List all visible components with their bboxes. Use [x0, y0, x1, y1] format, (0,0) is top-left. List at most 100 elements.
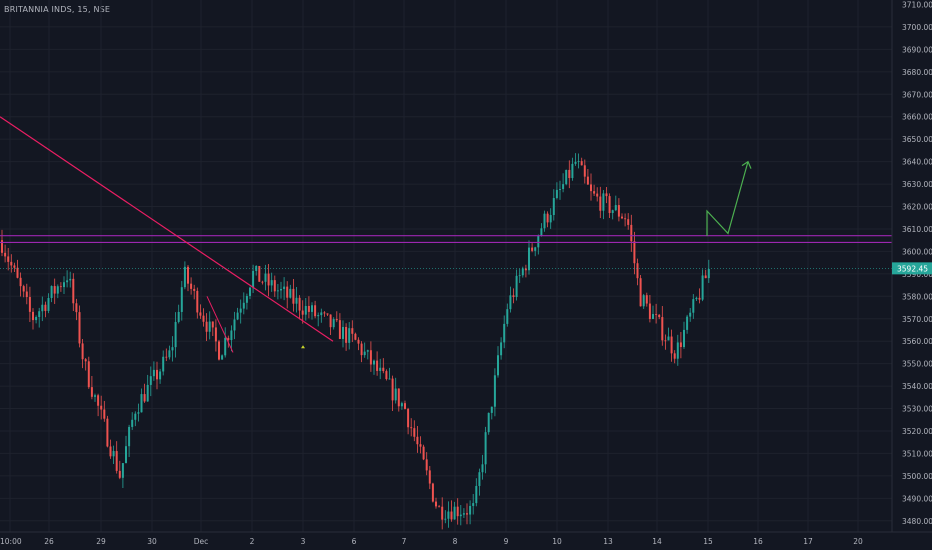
candle-body	[146, 384, 149, 402]
candle-body	[149, 376, 152, 385]
y-tick-label: 3650.00	[902, 135, 932, 144]
candle-body	[338, 320, 341, 339]
candle-body	[664, 340, 667, 342]
candle-body	[512, 295, 515, 298]
candle-body	[546, 213, 549, 223]
x-tick-label: 29	[96, 537, 106, 546]
candle-body	[342, 326, 344, 339]
candle-body	[289, 288, 292, 298]
candle-body	[38, 311, 41, 318]
candle-body	[667, 336, 670, 341]
candle-body	[4, 252, 7, 257]
candle-body	[63, 282, 65, 288]
candle-body	[162, 356, 165, 372]
candle-body	[559, 189, 561, 190]
candle-body	[307, 305, 310, 312]
candle-body	[329, 314, 332, 328]
candle-body	[407, 408, 410, 428]
candle-body	[695, 297, 698, 300]
candle-body	[41, 304, 44, 312]
candle-body	[537, 235, 540, 248]
candle-body	[323, 312, 326, 314]
y-tick-label: 3600.00	[902, 247, 932, 256]
candle-body	[78, 312, 81, 344]
candle-body	[221, 355, 224, 360]
candle-body	[540, 228, 543, 236]
candle-body	[16, 267, 19, 278]
candle-body	[112, 451, 115, 457]
candle-body	[109, 446, 112, 457]
candle-body	[345, 326, 348, 343]
y-tick-label: 3570.00	[902, 315, 932, 324]
wedge-line[interactable]	[206, 296, 234, 353]
candle-body	[211, 321, 214, 328]
candle-body	[47, 297, 50, 311]
candle-body	[190, 283, 193, 289]
candle-body	[140, 394, 143, 413]
candle-body	[7, 256, 10, 262]
candle-body	[22, 286, 25, 292]
candle-body	[264, 273, 267, 282]
candle-body	[431, 483, 434, 502]
candle-body	[171, 347, 174, 351]
candle-body	[187, 266, 189, 284]
candle-body	[497, 355, 499, 376]
trend-line[interactable]	[0, 116, 334, 342]
candle-body	[385, 371, 388, 380]
candle-body	[673, 353, 676, 359]
x-tick-label: 7	[402, 537, 407, 546]
time-axis[interactable]: 10:00 26 29 30 Dec 2 3 6 7 8 9 10 13 14 15 16 17 20	[0, 531, 932, 550]
candle-body	[624, 218, 627, 220]
candle-body	[704, 275, 707, 279]
candle-body	[258, 265, 261, 282]
candle-body	[369, 350, 372, 365]
candle-body	[196, 290, 199, 313]
y-tick-label: 3640.00	[902, 158, 932, 167]
price-axis[interactable]: 3480.00 3490.00 3500.00 3510.00 3520.00 3530.…	[891, 0, 932, 550]
y-tick-label: 3710.00	[902, 0, 932, 9]
candle-body	[524, 268, 527, 271]
exchange: NSE	[93, 5, 111, 14]
y-tick-label: 3630.00	[902, 180, 932, 189]
candle-body	[586, 176, 589, 185]
projection-arrow[interactable]	[706, 161, 749, 237]
candle-body	[528, 247, 530, 271]
candle-body	[596, 193, 599, 197]
candle-body	[227, 337, 230, 341]
candle-body	[686, 316, 689, 330]
candle-body	[503, 323, 506, 343]
candle-body	[661, 317, 664, 341]
candle-body	[165, 356, 168, 358]
candle-body	[214, 327, 217, 342]
x-tick-label: 26	[44, 537, 54, 546]
candle-body	[357, 339, 360, 344]
candle-body	[481, 464, 484, 473]
candle-body	[56, 286, 59, 294]
candle-body	[459, 514, 462, 517]
chart-title: BRITANNIA INDS, 15, NSE	[4, 5, 111, 14]
candle-body	[549, 215, 552, 223]
candle-body	[562, 184, 565, 190]
y-tick-label: 3560.00	[902, 337, 932, 346]
candle-body	[506, 309, 509, 324]
candle-body	[447, 511, 450, 519]
candle-body	[314, 305, 317, 317]
candle-body	[707, 269, 710, 279]
candle-body	[224, 337, 227, 356]
candle-body	[72, 278, 75, 304]
candle-body	[670, 336, 673, 354]
candle-body	[236, 312, 239, 320]
candle-body	[53, 286, 56, 294]
candle-body	[100, 405, 103, 410]
candle-body	[311, 305, 313, 312]
y-tick-label: 3480.00	[902, 517, 932, 526]
candle-body	[301, 310, 304, 315]
candle-body	[59, 286, 62, 288]
candle-body	[10, 261, 13, 266]
candle-body	[679, 342, 682, 348]
candle-body	[391, 378, 394, 401]
y-tick-label: 3580.00	[902, 292, 932, 301]
candle-body	[208, 321, 211, 332]
candle-body	[655, 314, 658, 315]
